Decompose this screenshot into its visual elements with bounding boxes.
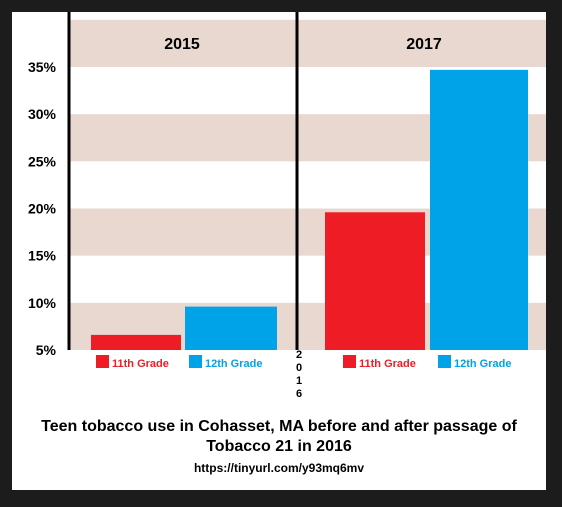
y-tick-label: 35% xyxy=(28,59,57,75)
chart-title-line-1: Teen tobacco use in Cohasset, MA before … xyxy=(41,418,517,435)
legend-swatch xyxy=(96,355,109,368)
divider-label-char: 0 xyxy=(296,362,302,374)
bar-2015-12th xyxy=(185,306,277,350)
legend-label: 12th Grade xyxy=(205,358,262,370)
grid-band xyxy=(69,19,546,67)
source-url: https://tinyurl.com/y93mq6mv xyxy=(193,461,365,475)
chart-figure: 35% 30% 25% 20% 15% 10% 5% 2 0 1 6 2015 11th Grade 12… xyxy=(12,12,546,490)
chart-title-line-2: Tobacco 21 in 2016 xyxy=(206,438,352,455)
divider-label-char: 6 xyxy=(296,388,302,400)
divider-label-char: 1 xyxy=(296,375,302,387)
bar-chart: 35% 30% 25% 20% 15% 10% 5% 2016 2015 11th Grade 12… xyxy=(28,12,546,400)
legend-label: 12th Grade xyxy=(454,358,511,370)
bar-2017-11th xyxy=(325,212,425,350)
group-year-label: 2017 xyxy=(406,36,442,53)
legend-label: 11th Grade xyxy=(112,358,169,370)
legend-swatch xyxy=(438,355,451,368)
group-year-label: 2015 xyxy=(164,36,200,53)
y-tick-label: 30% xyxy=(28,106,57,122)
y-tick-label: 15% xyxy=(28,248,57,264)
y-tick-label: 5% xyxy=(36,342,57,358)
bar-2017-12th xyxy=(430,69,528,350)
divider-label-char: 2 xyxy=(296,349,302,361)
bar-2015-11th xyxy=(91,334,181,350)
y-tick-label: 10% xyxy=(28,295,57,311)
legend-swatch xyxy=(189,355,202,368)
legend-swatch xyxy=(343,355,356,368)
y-tick-label: 25% xyxy=(28,153,57,169)
y-tick-label: 20% xyxy=(28,201,57,217)
legend-label: 11th Grade xyxy=(359,358,416,370)
